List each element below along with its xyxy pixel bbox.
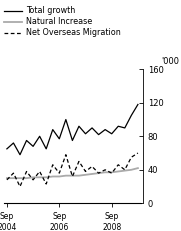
Text: '000: '000 — [161, 57, 179, 66]
Legend: Total growth, Natural Increase, Net Overseas Migration: Total growth, Natural Increase, Net Over… — [4, 6, 121, 37]
